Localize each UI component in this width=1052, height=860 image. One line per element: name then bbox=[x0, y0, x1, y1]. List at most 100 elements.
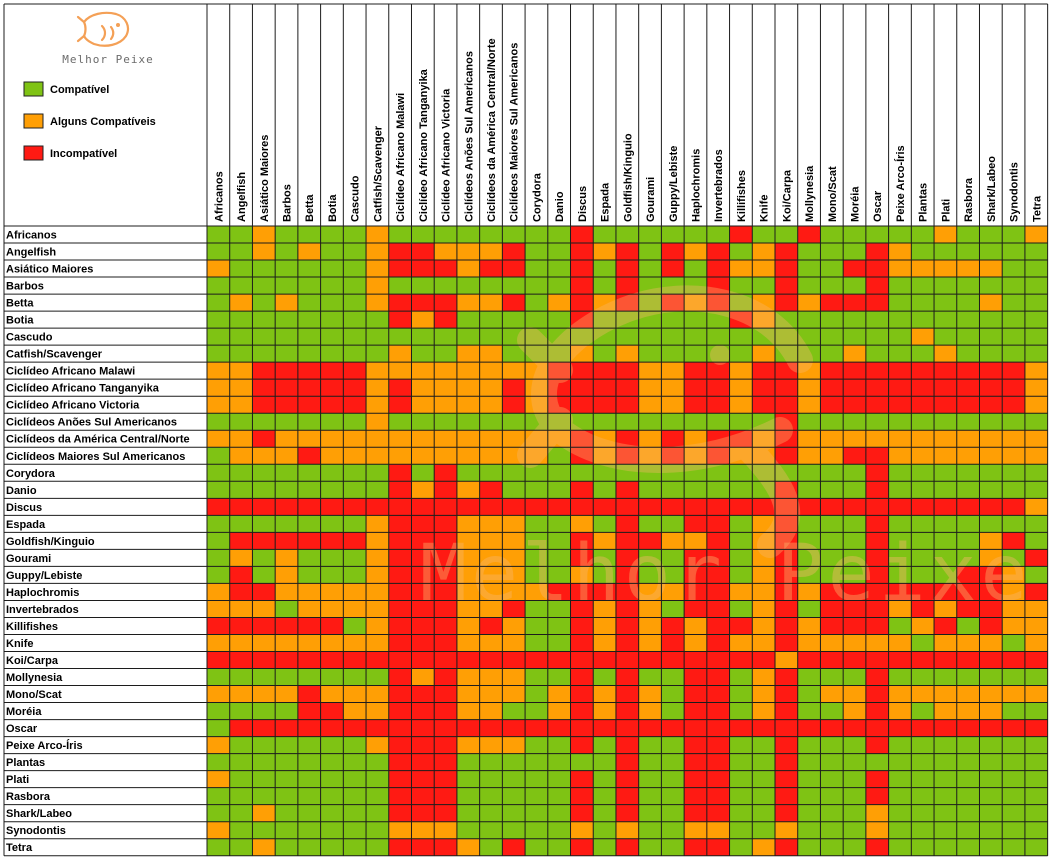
heatmap-cell bbox=[752, 719, 776, 737]
heatmap-cell bbox=[434, 685, 458, 703]
heatmap-cell bbox=[547, 702, 571, 720]
heatmap-cell bbox=[207, 634, 231, 652]
heatmap-cell bbox=[729, 702, 753, 720]
heatmap-cell bbox=[411, 379, 435, 397]
heatmap-cell bbox=[956, 260, 980, 278]
heatmap-cell bbox=[411, 702, 435, 720]
watermark-fish-eye bbox=[710, 345, 730, 365]
heatmap-cell bbox=[775, 634, 799, 652]
heatmap-cell bbox=[752, 430, 776, 448]
heatmap-cell bbox=[911, 617, 935, 635]
heatmap-cell bbox=[275, 685, 299, 703]
heatmap-cell bbox=[411, 583, 435, 601]
heatmap-cell bbox=[979, 413, 1003, 431]
heatmap-cell bbox=[1024, 243, 1048, 261]
heatmap-cell bbox=[684, 277, 708, 295]
heatmap-cell bbox=[1024, 566, 1048, 584]
heatmap-cell bbox=[865, 617, 889, 635]
heatmap-cell bbox=[388, 515, 412, 533]
heatmap-cell bbox=[638, 260, 662, 278]
heatmap-cell bbox=[843, 243, 867, 261]
heatmap-cell bbox=[729, 396, 753, 414]
heatmap-cell bbox=[956, 430, 980, 448]
heatmap-cell bbox=[979, 600, 1003, 618]
heatmap-cell bbox=[661, 770, 685, 788]
heatmap-cell bbox=[775, 243, 799, 261]
heatmap-cell bbox=[366, 617, 390, 635]
heatmap-cell bbox=[865, 804, 889, 822]
heatmap-cell bbox=[729, 804, 753, 822]
heatmap-cell bbox=[366, 481, 390, 499]
heatmap-cell bbox=[479, 294, 503, 312]
row-label: Barbos bbox=[6, 281, 44, 293]
heatmap-cell bbox=[797, 634, 821, 652]
heatmap-cell bbox=[366, 702, 390, 720]
heatmap-cell bbox=[615, 719, 639, 737]
heatmap-cell bbox=[865, 379, 889, 397]
heatmap-cell bbox=[252, 430, 276, 448]
heatmap-cell bbox=[729, 719, 753, 737]
heatmap-cell bbox=[525, 600, 549, 618]
heatmap-cell bbox=[366, 498, 390, 516]
heatmap-cell bbox=[411, 617, 435, 635]
heatmap-cell bbox=[593, 668, 617, 686]
heatmap-cell bbox=[343, 260, 367, 278]
heatmap-cell bbox=[820, 804, 844, 822]
row-label: Shark/Labeo bbox=[6, 808, 72, 820]
heatmap-cell bbox=[843, 651, 867, 669]
heatmap-cell bbox=[456, 243, 480, 261]
column-label: Moréia bbox=[850, 186, 862, 222]
heatmap-cell bbox=[411, 481, 435, 499]
heatmap-cell bbox=[1002, 600, 1026, 618]
heatmap-cell bbox=[615, 311, 639, 329]
heatmap-cell bbox=[570, 736, 594, 754]
heatmap-cell bbox=[570, 464, 594, 482]
heatmap-cell bbox=[1024, 685, 1048, 703]
heatmap-cell bbox=[320, 702, 344, 720]
heatmap-cell bbox=[297, 362, 321, 380]
heatmap-cell bbox=[275, 600, 299, 618]
heatmap-cell bbox=[275, 243, 299, 261]
heatmap-cell bbox=[252, 328, 276, 346]
heatmap-cell bbox=[684, 328, 708, 346]
heatmap-cell bbox=[888, 532, 912, 550]
heatmap-cell bbox=[570, 634, 594, 652]
heatmap-cell bbox=[252, 787, 276, 805]
heatmap-cell bbox=[706, 464, 730, 482]
heatmap-cell bbox=[388, 277, 412, 295]
heatmap-cell bbox=[297, 787, 321, 805]
heatmap-cell bbox=[434, 345, 458, 363]
heatmap-cell bbox=[252, 651, 276, 669]
heatmap-cell bbox=[775, 719, 799, 737]
heatmap-cell bbox=[502, 770, 526, 788]
heatmap-cell bbox=[275, 583, 299, 601]
heatmap-cell bbox=[297, 668, 321, 686]
heatmap-cell bbox=[275, 617, 299, 635]
heatmap-cell bbox=[729, 379, 753, 397]
heatmap-cell bbox=[706, 481, 730, 499]
heatmap-cell bbox=[297, 447, 321, 465]
heatmap-cell bbox=[207, 719, 231, 737]
heatmap-cell bbox=[911, 838, 935, 857]
heatmap-cell bbox=[888, 413, 912, 431]
heatmap-cell bbox=[252, 294, 276, 312]
heatmap-cell bbox=[252, 617, 276, 635]
heatmap-cell bbox=[207, 226, 231, 244]
heatmap-cell bbox=[297, 311, 321, 329]
heatmap-cell bbox=[843, 617, 867, 635]
heatmap-cell bbox=[570, 379, 594, 397]
heatmap-cell bbox=[275, 294, 299, 312]
heatmap-cell bbox=[320, 838, 344, 857]
heatmap-cell bbox=[615, 481, 639, 499]
column-label: Shark/Labeo bbox=[986, 156, 998, 222]
heatmap-cell bbox=[956, 243, 980, 261]
heatmap-cell bbox=[797, 260, 821, 278]
heatmap-cell bbox=[661, 753, 685, 771]
heatmap-cell bbox=[684, 464, 708, 482]
heatmap-cell bbox=[797, 617, 821, 635]
row-label: Knife bbox=[6, 638, 34, 650]
heatmap-cell bbox=[706, 566, 730, 584]
heatmap-cell bbox=[775, 396, 799, 414]
heatmap-cell bbox=[820, 515, 844, 533]
heatmap-cell bbox=[207, 566, 231, 584]
